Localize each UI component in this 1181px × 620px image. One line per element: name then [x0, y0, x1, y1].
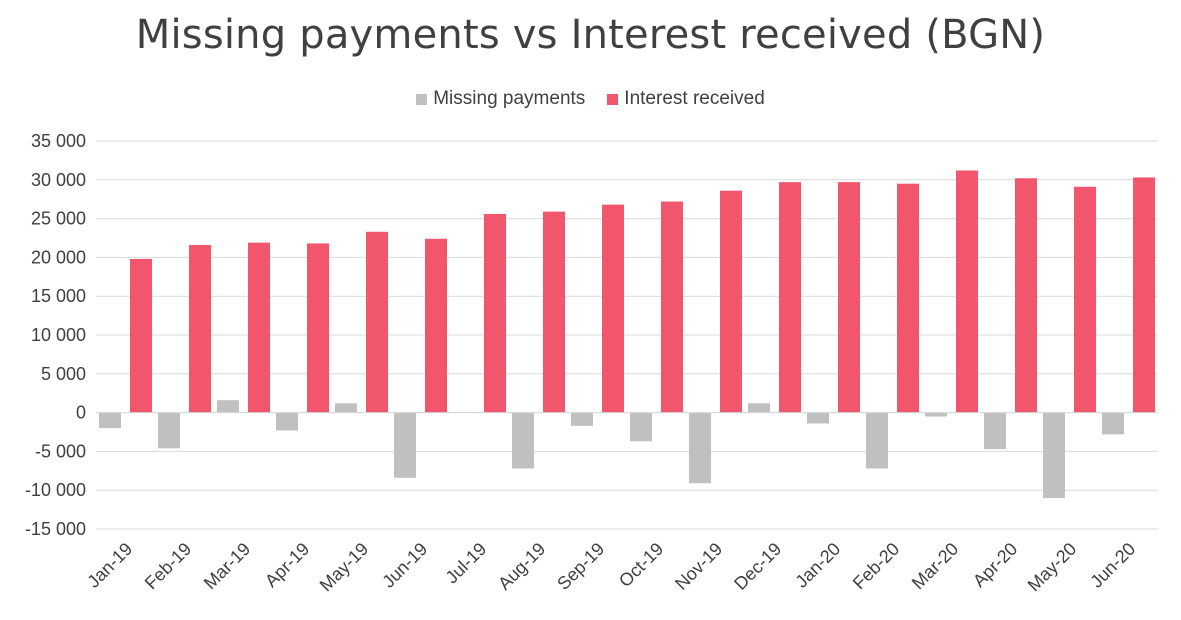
- bar-interest-received: [307, 243, 329, 413]
- bar-missing-payments: [217, 400, 239, 413]
- bar-missing-payments: [807, 412, 829, 424]
- x-tick-label: Jul-19: [442, 539, 491, 588]
- bar-interest-received: [897, 183, 919, 413]
- y-tick-label: -15 000: [25, 519, 86, 539]
- legend-label-missing-payments: Missing payments: [433, 88, 586, 109]
- bar-interest-received: [543, 211, 565, 413]
- x-tick-label: Feb-20: [849, 539, 903, 593]
- x-tick-label: Nov-19: [671, 539, 726, 594]
- x-tick-label: Apr-20: [969, 539, 1021, 591]
- bar-interest-received: [602, 204, 624, 413]
- x-tick-label: Sep-19: [553, 539, 608, 594]
- bar-interest-received: [838, 182, 860, 413]
- bar-interest-received: [1133, 177, 1155, 413]
- y-tick-label: 20 000: [31, 247, 86, 267]
- bar-interest-received: [1074, 186, 1096, 413]
- x-tick-label: Jun-19: [378, 539, 431, 592]
- y-tick-label: 5 000: [41, 364, 86, 384]
- legend-label-interest-received: Interest received: [624, 88, 765, 109]
- bar-interest-received: [779, 182, 801, 413]
- bar-missing-payments: [394, 412, 416, 478]
- legend-item-interest-received: Interest received: [607, 88, 765, 110]
- bar-missing-payments: [748, 403, 770, 413]
- x-tick-label: Jan-20: [791, 539, 844, 592]
- x-tick-label: Mar-19: [200, 539, 254, 593]
- y-tick-label: 0: [76, 403, 86, 423]
- y-tick-label: 15 000: [31, 286, 86, 306]
- bar-missing-payments: [335, 403, 357, 413]
- bar-interest-received: [425, 238, 447, 413]
- bar-missing-payments: [571, 412, 593, 426]
- x-tick-label: Oct-19: [615, 539, 667, 591]
- bar-missing-payments: [1043, 412, 1065, 498]
- legend-swatch-missing-payments: [416, 93, 428, 105]
- y-tick-label: 10 000: [31, 325, 86, 345]
- y-tick-label: 35 000: [31, 131, 86, 151]
- bar-missing-payments: [689, 412, 711, 484]
- y-tick-label: 30 000: [31, 170, 86, 190]
- bar-missing-payments: [1102, 412, 1124, 435]
- legend-item-missing-payments: Missing payments: [416, 88, 585, 110]
- bar-interest-received: [366, 231, 388, 413]
- bar-interest-received: [956, 170, 978, 413]
- bar-missing-payments: [276, 412, 298, 431]
- bar-interest-received: [130, 258, 152, 413]
- legend-swatch-interest-received: [607, 93, 619, 105]
- x-tick-label: May-20: [1024, 539, 1081, 596]
- y-tick-label: 25 000: [31, 209, 86, 229]
- chart-legend: Missing payments Interest received: [0, 88, 1181, 110]
- x-tick-label: Feb-19: [141, 539, 195, 593]
- x-tick-label: Mar-20: [908, 539, 962, 593]
- x-tick-label: Jan-19: [83, 539, 136, 592]
- bar-missing-payments: [512, 412, 534, 469]
- chart-title: Missing payments vs Interest received (B…: [135, 12, 1046, 58]
- bar-missing-payments: [158, 412, 180, 449]
- x-tick-label: Apr-19: [261, 539, 313, 591]
- bar-interest-received: [661, 201, 683, 413]
- bar-missing-payments: [984, 412, 1006, 450]
- bar-interest-received: [189, 244, 211, 413]
- y-tick-label: -10 000: [25, 480, 86, 500]
- bar-interest-received: [720, 190, 742, 413]
- bar-missing-payments: [925, 412, 947, 417]
- x-tick-label: Dec-19: [730, 539, 785, 594]
- x-tick-label: May-19: [316, 539, 373, 596]
- bar-missing-payments: [630, 412, 652, 442]
- x-tick-label: Aug-19: [494, 539, 549, 594]
- bar-interest-received: [484, 213, 506, 413]
- bar-interest-received: [1015, 178, 1037, 413]
- x-tick-label: Jun-20: [1086, 539, 1139, 592]
- y-tick-label: -5 000: [35, 441, 86, 461]
- bar-missing-payments: [866, 412, 888, 469]
- bar-interest-received: [248, 242, 270, 413]
- bar-missing-payments: [99, 412, 121, 429]
